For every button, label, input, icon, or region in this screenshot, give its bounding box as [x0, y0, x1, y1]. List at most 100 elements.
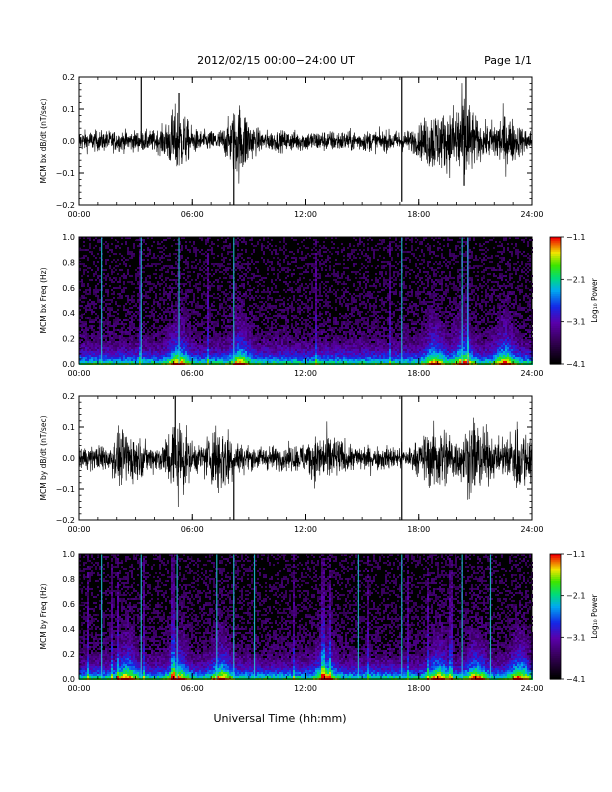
spectrogram-cell: [287, 263, 289, 265]
spectrogram-cell: [317, 331, 319, 333]
spectrogram-cell: [103, 321, 105, 323]
spectrogram-cell: [93, 353, 95, 355]
spectrogram-cell: [163, 303, 165, 305]
spectrogram-cell: [161, 319, 163, 321]
spectrogram-cell: [153, 319, 155, 321]
spectrogram-cell: [105, 289, 107, 291]
spectrogram-cell: [271, 299, 273, 301]
spectrogram-cell: [309, 307, 311, 309]
spectrogram-cell: [203, 305, 205, 307]
spectrogram-cell: [199, 283, 201, 285]
spectrogram-cell: [247, 277, 249, 279]
spectrogram-cell: [333, 243, 335, 245]
spectrogram-cell: [283, 301, 285, 303]
spectrogram-cell: [175, 253, 177, 255]
spectrogram-cell: [263, 339, 265, 341]
spectrogram-cell: [321, 255, 323, 257]
spectrogram-cell: [199, 273, 201, 275]
spectrogram-cell: [305, 307, 307, 309]
spectrogram-cell: [171, 327, 173, 329]
spectrogram-cell: [145, 285, 147, 287]
spectrogram-cell: [265, 345, 267, 347]
spectrogram-cell: [337, 253, 339, 255]
spectrogram-cell: [95, 351, 97, 353]
spectrogram-cell: [255, 333, 257, 335]
spectrogram-cell: [283, 267, 285, 269]
spectrogram-cell: [145, 333, 147, 335]
spectrogram-cell: [223, 311, 225, 313]
spectrogram-cell: [263, 245, 265, 247]
spectrogram-cell: [171, 289, 173, 291]
spectrogram-cell: [107, 273, 109, 275]
spectrogram-cell: [99, 307, 101, 309]
y-tick-label: −0.2: [56, 201, 75, 210]
spectrogram-cell: [265, 247, 267, 249]
spectrogram-cell: [283, 261, 285, 263]
spectrogram-cell: [125, 345, 127, 347]
spectrogram-cell: [85, 337, 87, 339]
spectrogram-cell: [335, 323, 337, 325]
spectrogram-cell: [271, 323, 273, 325]
spectrogram-cell: [259, 327, 261, 329]
spectrogram-cell: [85, 357, 87, 359]
spectrogram-cell: [239, 347, 241, 349]
spectrogram-cell: [189, 333, 191, 335]
spectrogram-cell: [329, 321, 331, 323]
spectrogram-cell: [247, 309, 249, 311]
spectrogram-cell: [159, 353, 161, 355]
spectrogram-cell: [273, 305, 275, 307]
spectrogram-cell: [211, 329, 213, 331]
spectrogram-cell: [297, 351, 299, 353]
spectrogram-cell: [285, 343, 287, 345]
spectrogram-cell: [181, 321, 183, 323]
spectrogram-cell: [263, 337, 265, 339]
spectrogram-cell: [163, 357, 165, 359]
spectrogram-cell: [185, 345, 187, 347]
spectrogram-cell: [347, 361, 349, 363]
spectrogram-cell: [121, 333, 123, 335]
spectrogram-cell: [199, 337, 201, 339]
spectrogram-cell: [239, 309, 241, 311]
spectrogram-cell: [317, 349, 319, 351]
spectrogram-cell: [125, 277, 127, 279]
spectrogram-cell: [121, 321, 123, 323]
spectrogram-cell: [83, 345, 85, 347]
spectrogram-cell: [279, 279, 281, 281]
spectrogram-cell: [345, 317, 347, 319]
spectrogram-cell: [299, 299, 301, 301]
spectrogram-cell: [225, 343, 227, 345]
spectrogram-cell: [229, 291, 231, 293]
spectrogram-cell: [151, 333, 153, 335]
spectrogram-cell: [347, 247, 349, 249]
spectrogram-cell: [337, 251, 339, 253]
spectrogram-cell: [323, 329, 325, 331]
spectrogram-cell: [217, 293, 219, 295]
spectrogram-cell: [251, 313, 253, 315]
spectrogram-cell: [251, 327, 253, 329]
spectrogram-cell: [235, 315, 237, 317]
spectrogram-cell: [315, 283, 317, 285]
spectrogram-cell: [297, 335, 299, 337]
spectrogram-cell: [207, 343, 209, 345]
spectrogram-cell: [125, 359, 127, 361]
spectrogram-cell: [345, 343, 347, 345]
spectrogram-cell: [111, 293, 113, 295]
spectrogram-cell: [199, 323, 201, 325]
spectrogram-cell: [335, 339, 337, 341]
spectrogram-cell: [293, 239, 295, 241]
spectrogram-cell: [129, 253, 131, 255]
spectrogram-cell: [105, 347, 107, 349]
spectrogram-cell: [333, 321, 335, 323]
spectrogram-cell: [317, 355, 319, 357]
spectrogram-cell: [263, 319, 265, 321]
spectrogram-cell: [247, 317, 249, 319]
spectrogram-cell: [207, 249, 209, 251]
spectrogram-cell: [313, 337, 315, 339]
spectrogram-cell: [165, 271, 167, 273]
spectrogram-cell: [285, 317, 287, 319]
spectrogram-cell: [243, 267, 245, 269]
spectrogram-cell: [301, 351, 303, 353]
spectrogram-cell: [195, 283, 197, 285]
spectrogram-cell: [117, 305, 119, 307]
spectrogram-cell: [203, 345, 205, 347]
